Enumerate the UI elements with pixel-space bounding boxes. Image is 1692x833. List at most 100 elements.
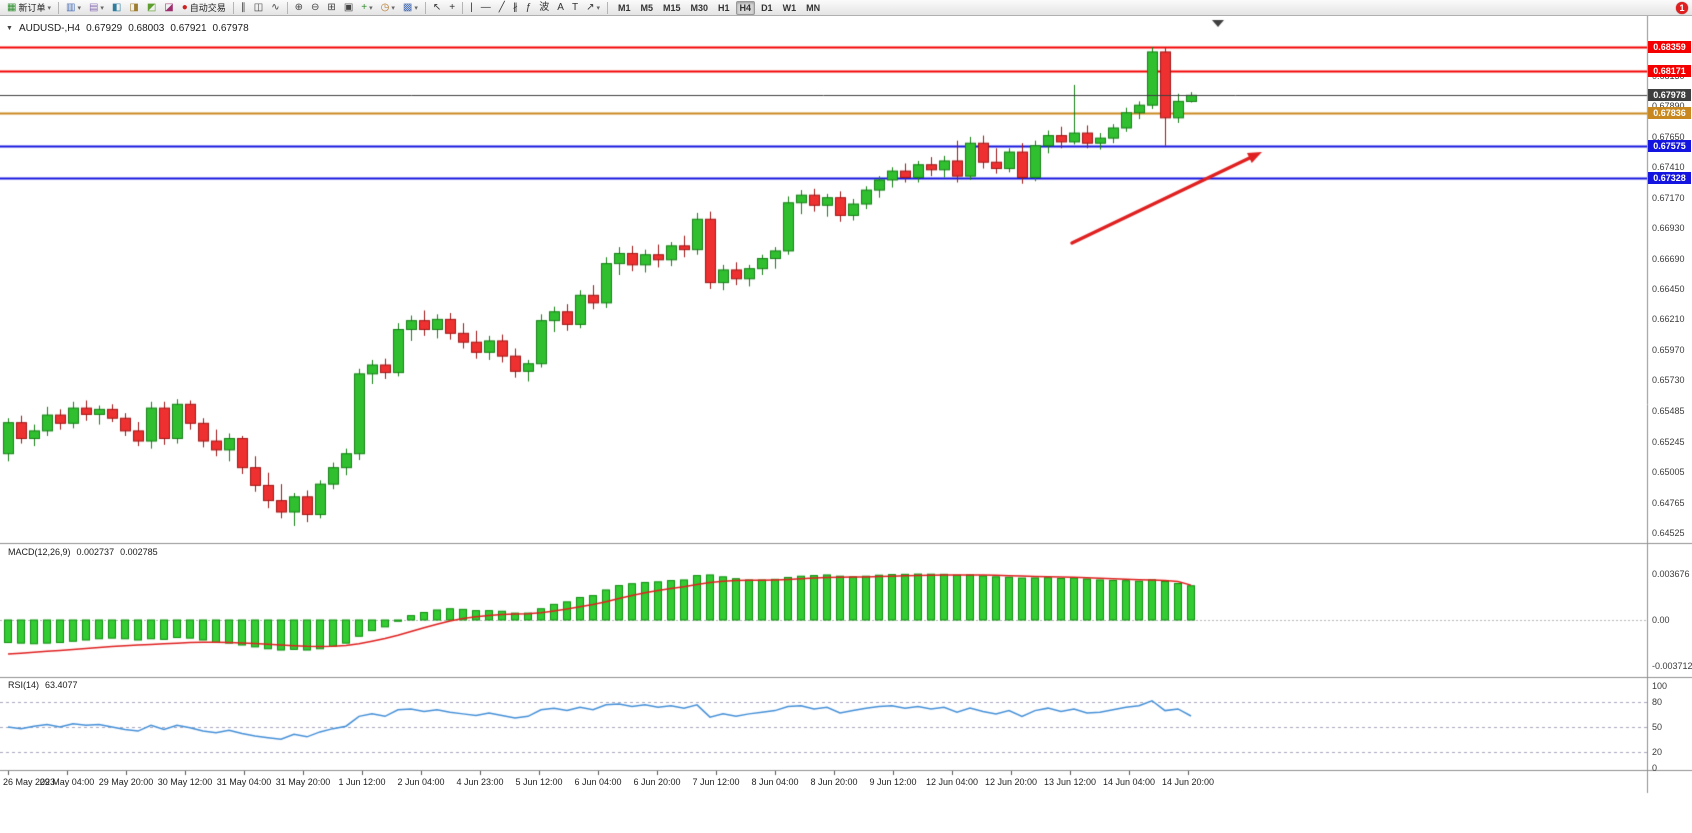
level-price-badge: 0.68359 [1648, 41, 1691, 53]
new-order-button-label: 新订单 [18, 3, 46, 13]
macd-signal-value: 0.002785 [120, 547, 158, 557]
label-button[interactable]: T [569, 0, 581, 16]
terminal-button[interactable]: ◪ [161, 0, 176, 16]
template-icon: ▩ [402, 2, 413, 13]
time-axis-label: 8 Jun 20:00 [810, 777, 858, 787]
vertical-line-button[interactable]: | [467, 0, 476, 16]
add-indicator-button[interactable]: + ▾ [358, 0, 375, 16]
terminal-icon: ◪ [164, 2, 174, 13]
timeframe-m30-button[interactable]: M30 [690, 2, 709, 13]
timeframe-m1-button[interactable]: M1 [617, 2, 631, 13]
notification-badge[interactable]: 1 [1676, 2, 1688, 14]
period-button[interactable]: ◷ ▾ [378, 0, 398, 16]
timeframe-m5-button[interactable]: M5 [640, 2, 653, 13]
autotrading-icon: ● [181, 2, 188, 13]
macd-axis-label: 0.00 [1652, 615, 1670, 625]
current-price-badge: 0.67978 [1648, 89, 1691, 101]
time-axis-label: 6 Jun 20:00 [633, 777, 681, 787]
candlestick-icon: ◫ [253, 2, 264, 13]
price-tick-label: 0.65245 [1652, 437, 1685, 447]
rsi-axis-label: 80 [1652, 697, 1663, 707]
channel-button[interactable]: ∦ [510, 0, 521, 16]
time-axis-label: 31 May 04:00 [216, 777, 272, 787]
macd-axis-label: 0.003676 [1652, 569, 1690, 579]
chevron-down-icon: ▾ [391, 4, 395, 12]
timeframe-w1-button[interactable]: W1 [782, 2, 797, 13]
timeframe-h1-button[interactable]: H1 [718, 2, 730, 13]
navigator-button[interactable]: ◩ [144, 0, 159, 16]
zoom-in-button[interactable]: ⊕ [292, 0, 306, 16]
macd-main-value: 0.002737 [76, 547, 115, 557]
zoom-in-icon: ⊕ [294, 2, 304, 13]
ohlc-close: 0.67978 [212, 23, 249, 34]
cursor-button[interactable]: ↖ [430, 0, 444, 16]
toolbar: ▦ 新订单 ▾ ▥ ▾ ▤ ▾ ◧ ◨ ◩ ◪ ● 自动交易 ∥ ◫ ∿ ⊕ ⊖ ⊞ ▣ + ▾ ◷ ▾ ▩ ▾ ↖ + | — ╱ ∦ ƒ 波 A… [0, 0, 1692, 16]
ohlc-open: 0.67929 [86, 23, 123, 34]
rsi-label: RSI(14) 63.4077 [8, 680, 78, 690]
line-chart-button[interactable]: ∿ [268, 0, 282, 16]
price-tick-label: 0.67650 [1652, 132, 1685, 142]
toolbar-separator [424, 1, 426, 14]
template-button[interactable]: ▩ ▾ [400, 0, 421, 16]
tile-windows-button[interactable]: ⊞ [324, 0, 338, 16]
cursor-icon: ↖ [432, 2, 442, 13]
level-price-badge: 0.67328 [1648, 172, 1691, 184]
crosshair-button[interactable]: + [446, 0, 458, 16]
new-chart-button[interactable]: ▥ ▾ [63, 0, 84, 16]
chart-area: ▼ AUDUSD-,H4 0.67929 0.68003 0.67921 0.6… [0, 16, 1692, 833]
timeframe-d1-button[interactable]: D1 [761, 2, 773, 13]
market-watch-button[interactable]: ◧ [109, 0, 124, 16]
level-price-badge: 0.67836 [1648, 107, 1691, 119]
chart-canvas[interactable] [0, 16, 1692, 833]
time-axis-label: 4 Jun 23:00 [456, 777, 504, 787]
fibonacci-icon: ƒ [525, 2, 532, 13]
macd-name: MACD(12,26,9) [8, 547, 71, 557]
wave-tool-button[interactable]: 波 [536, 0, 552, 16]
price-tick-label: 0.65970 [1652, 345, 1685, 355]
rsi-axis-label: 20 [1652, 747, 1663, 757]
new-order-button[interactable]: ▦ 新订单 ▾ [4, 0, 54, 16]
trendline-button[interactable]: ╱ [496, 0, 508, 16]
price-axis[interactable] [1648, 16, 1692, 770]
zoom-out-button[interactable]: ⊖ [308, 0, 322, 16]
macd-label: MACD(12,26,9) 0.002737 0.002785 [8, 547, 158, 557]
timeframe-mn-button[interactable]: MN [806, 2, 821, 13]
timeframe-group: M1 M5 M15 M30 H1 H4 D1 W1 MN [613, 0, 825, 15]
level-price-badge: 0.68171 [1648, 65, 1691, 77]
candlestick-chart-button[interactable]: ◫ [251, 0, 266, 16]
add-indicator-icon: + [361, 2, 368, 13]
data-window-icon: ◨ [129, 2, 139, 13]
price-tick-label: 0.66930 [1652, 223, 1685, 233]
time-axis-label: 7 Jun 12:00 [692, 777, 740, 787]
ohlc-low: 0.67921 [170, 23, 207, 34]
macd-axis-label: -0.003712 [1652, 661, 1692, 671]
horizontal-line-button[interactable]: — [478, 0, 494, 16]
time-axis-label: 30 May 12:00 [157, 777, 213, 787]
timeframe-h4-button[interactable]: H4 [735, 0, 756, 15]
toolbar-separator [606, 1, 608, 14]
arrows-button[interactable]: ↗ ▾ [583, 0, 603, 16]
time-axis-label: 13 Jun 12:00 [1043, 777, 1097, 787]
vertical-line-icon: | [470, 2, 473, 13]
timeframe-m15-button[interactable]: M15 [663, 2, 681, 13]
text-button[interactable]: A [554, 0, 567, 16]
rsi-axis-label: 50 [1652, 722, 1663, 732]
arrange-windows-button[interactable]: ▣ [341, 0, 356, 16]
time-axis-label: 29 May 04:00 [39, 777, 95, 787]
crosshair-icon: + [449, 2, 456, 13]
data-window-button[interactable]: ◨ [126, 0, 141, 16]
price-tick-label: 0.65485 [1652, 406, 1685, 416]
time-axis-label: 6 Jun 04:00 [574, 777, 622, 787]
autotrading-button[interactable]: ● 自动交易 [179, 0, 229, 16]
profiles-button[interactable]: ▤ ▾ [86, 0, 107, 16]
time-axis-label: 8 Jun 04:00 [751, 777, 799, 787]
chevron-down-icon: ▾ [596, 4, 600, 12]
fibonacci-button[interactable]: ƒ [523, 0, 535, 16]
collapse-triangle-icon[interactable]: ▼ [6, 25, 13, 32]
chart-symbol: AUDUSD-,H4 [18, 23, 81, 34]
bar-chart-button[interactable]: ∥ [238, 0, 249, 16]
trendline-icon: ╱ [498, 2, 505, 13]
time-axis-label: 12 Jun 20:00 [984, 777, 1038, 787]
market-watch-icon: ◧ [111, 2, 122, 13]
arrows-icon: ↗ [586, 2, 595, 13]
